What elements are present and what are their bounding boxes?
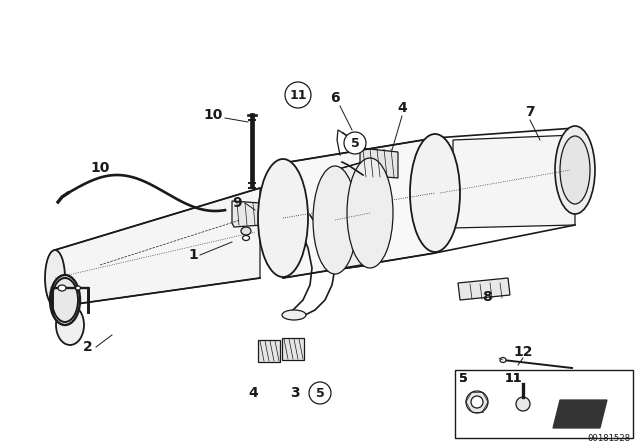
Ellipse shape — [56, 305, 84, 345]
Ellipse shape — [282, 310, 306, 320]
Text: 11: 11 — [289, 89, 307, 102]
Text: 9: 9 — [232, 196, 242, 210]
Text: 7: 7 — [525, 105, 535, 119]
Text: 5: 5 — [459, 371, 467, 384]
Ellipse shape — [471, 396, 483, 408]
Ellipse shape — [516, 397, 530, 411]
Ellipse shape — [241, 227, 251, 235]
Polygon shape — [453, 135, 575, 228]
Polygon shape — [458, 278, 510, 300]
Ellipse shape — [50, 275, 80, 325]
Ellipse shape — [410, 134, 460, 252]
Text: 10: 10 — [90, 161, 109, 175]
Ellipse shape — [285, 82, 311, 108]
Ellipse shape — [58, 285, 66, 291]
Polygon shape — [258, 340, 280, 362]
Polygon shape — [232, 201, 262, 227]
Ellipse shape — [76, 286, 81, 290]
Text: 5: 5 — [459, 371, 467, 384]
Text: 1: 1 — [188, 248, 198, 262]
Text: 4: 4 — [397, 101, 407, 115]
Text: 3: 3 — [290, 386, 300, 400]
Polygon shape — [553, 400, 607, 428]
Ellipse shape — [313, 166, 357, 274]
Text: 5: 5 — [351, 137, 360, 150]
Ellipse shape — [347, 158, 393, 268]
Text: 00181528: 00181528 — [587, 434, 630, 443]
Text: 12: 12 — [513, 345, 532, 359]
Ellipse shape — [560, 136, 590, 204]
Text: 11: 11 — [504, 371, 522, 384]
Ellipse shape — [52, 278, 78, 322]
Ellipse shape — [555, 126, 595, 214]
Text: 8: 8 — [482, 290, 492, 304]
Ellipse shape — [309, 382, 331, 404]
Text: 6: 6 — [330, 91, 340, 105]
Text: 11: 11 — [504, 371, 522, 384]
Ellipse shape — [243, 236, 250, 241]
Polygon shape — [335, 160, 370, 270]
Text: 5: 5 — [316, 387, 324, 400]
Ellipse shape — [45, 250, 65, 306]
Text: 2: 2 — [83, 340, 93, 354]
Polygon shape — [282, 338, 304, 360]
Text: 10: 10 — [204, 108, 223, 122]
Ellipse shape — [466, 391, 488, 413]
Ellipse shape — [344, 132, 366, 154]
Ellipse shape — [500, 358, 506, 362]
Ellipse shape — [258, 159, 308, 277]
Bar — [455, 370, 633, 438]
Polygon shape — [283, 138, 435, 278]
Text: 4: 4 — [248, 386, 258, 400]
Polygon shape — [360, 148, 398, 178]
Polygon shape — [55, 188, 260, 307]
